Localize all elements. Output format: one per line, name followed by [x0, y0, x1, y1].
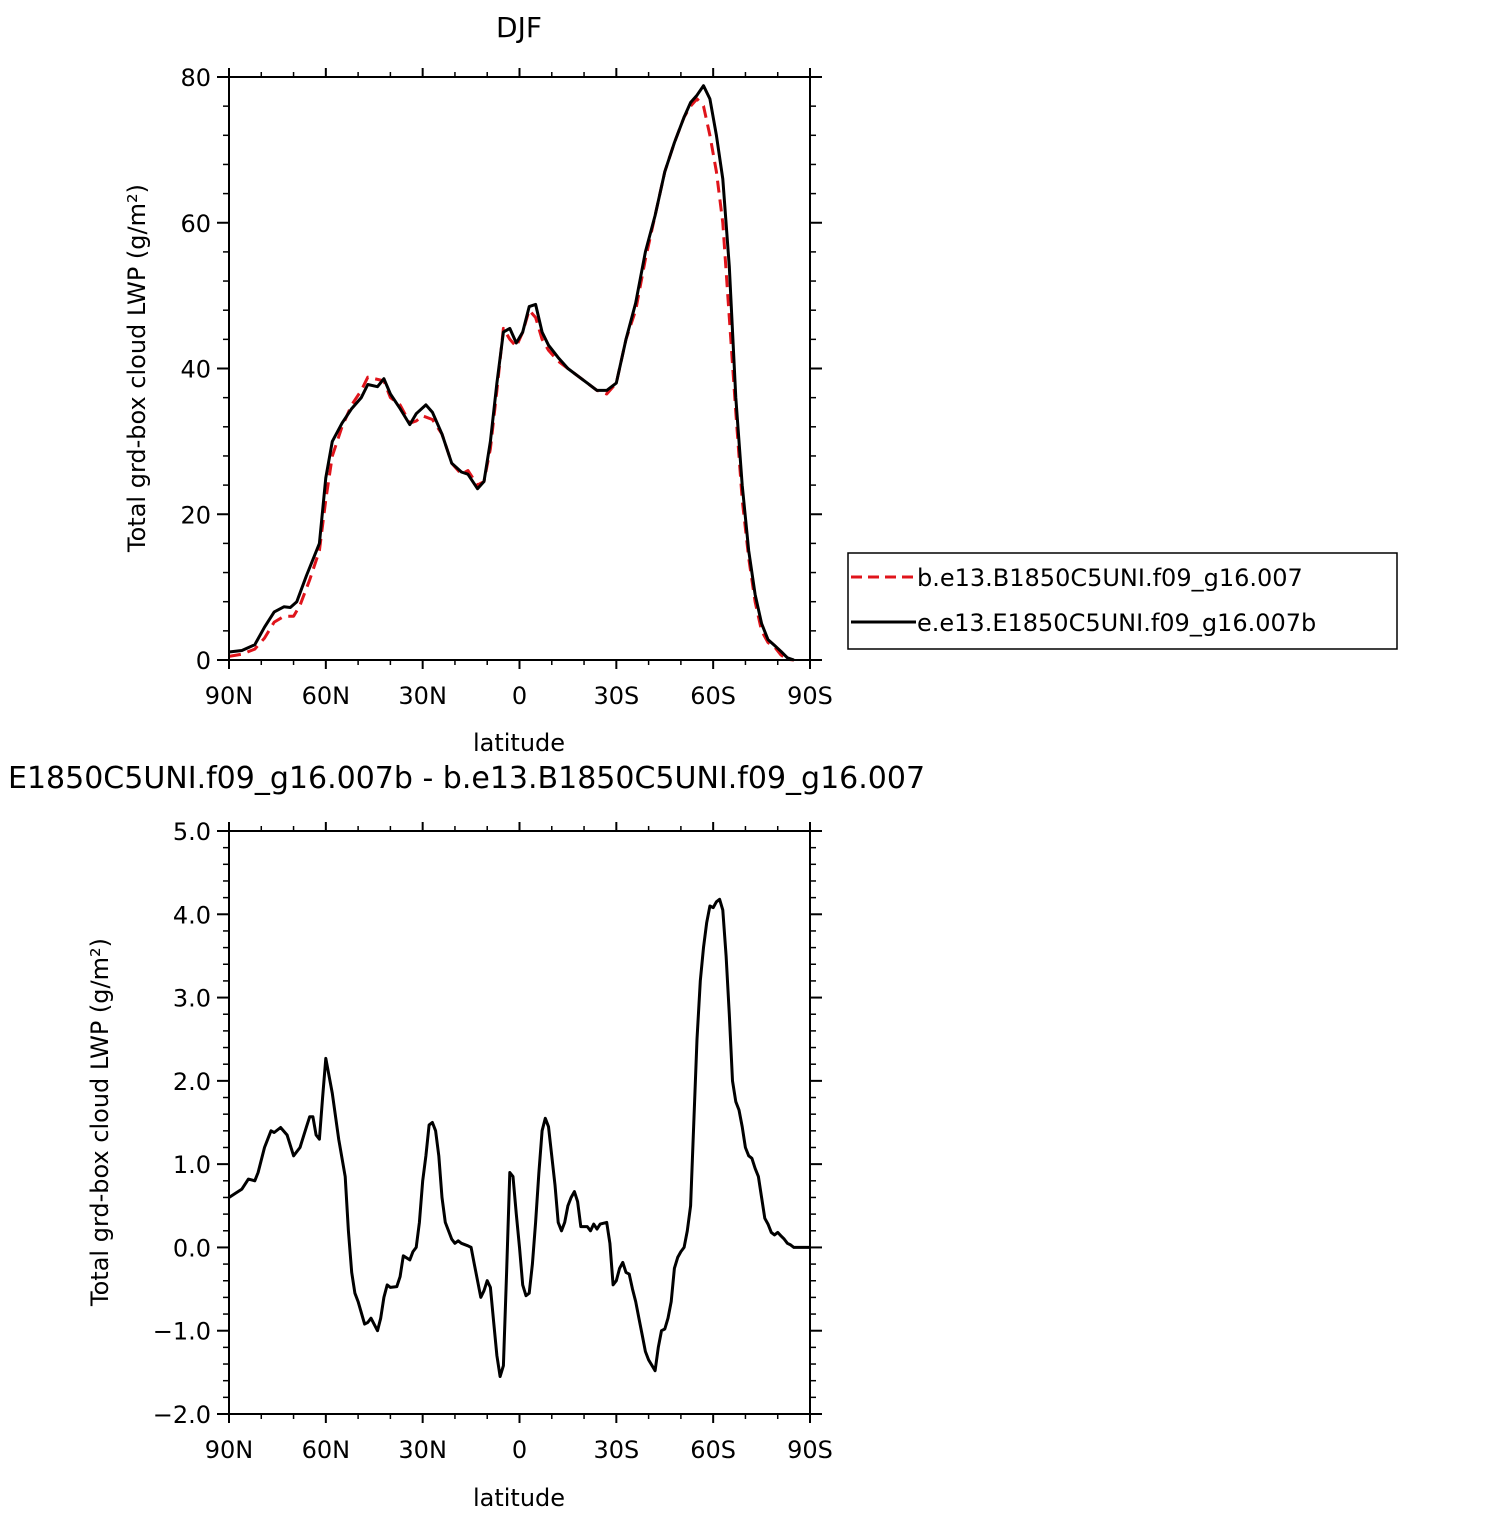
bottom-panel-title: E1850C5UNI.f09_g16.007b - b.e13.B1850C5U… [8, 761, 925, 796]
x-tick-label-1-2: 30N [398, 1436, 447, 1464]
x-tick-label-1-6: 90S [787, 1436, 833, 1464]
series-line-1-0 [228, 897, 810, 1378]
legend-label-e: e.e13.E1850C5UNI.f09_g16.007b [917, 609, 1316, 637]
y-tick-label-1-7: 5.0 [173, 818, 211, 846]
x-tick-label-1-1: 60N [302, 1436, 351, 1464]
series-line-0-1 [228, 84, 795, 662]
y-tick-label-0-0: 0 [196, 647, 211, 675]
y-tick-label-1-6: 4.0 [173, 901, 211, 929]
x-tick-label-0-0: 90N [205, 682, 254, 710]
top-y-axis-label: Total grd-box cloud LWP (g/m²) [123, 184, 151, 553]
top-panel-title: DJF [496, 11, 542, 44]
y-tick-label-1-3: 1.0 [173, 1151, 211, 1179]
y-tick-label-0-1: 20 [180, 501, 211, 529]
x-tick-label-0-4: 30S [593, 682, 639, 710]
top-panel: DJF 90N 60N 30N 0 30S 60S 90S 0 20 40 60 80 latitud… [123, 11, 1398, 757]
y-tick-label-1-0: −2.0 [153, 1401, 211, 1429]
bottom-panel: E1850C5UNI.f09_g16.007b - b.e13.B1850C5U… [8, 761, 925, 1512]
x-tick-label-0-5: 60S [690, 682, 736, 710]
y-tick-label-0-3: 60 [180, 210, 211, 238]
x-tick-label-1-0: 90N [205, 1436, 254, 1464]
x-tick-label-1-3: 0 [512, 1436, 527, 1464]
y-tick-label-1-2: 0.0 [173, 1234, 211, 1262]
y-tick-label-0-4: 80 [180, 64, 211, 92]
x-tick-label-1-5: 60S [690, 1436, 736, 1464]
bottom-x-axis-label: latitude [473, 1484, 565, 1512]
legend-label-b: b.e13.B1850C5UNI.f09_g16.007 [917, 564, 1303, 592]
y-tick-label-1-4: 2.0 [173, 1068, 211, 1096]
plot-frame-0 [228, 76, 811, 661]
legend-item-e: e.e13.E1850C5UNI.f09_g16.007b [851, 609, 1316, 637]
y-tick-label-1-1: −1.0 [153, 1318, 211, 1346]
y-tick-label-0-2: 40 [180, 356, 211, 384]
bottom-y-axis-label: Total grd-box cloud LWP (g/m²) [86, 938, 114, 1307]
x-tick-label-0-1: 60N [302, 682, 351, 710]
series-line-0-0 [228, 97, 795, 662]
x-tick-label-1-4: 30S [593, 1436, 639, 1464]
legend-item-b: b.e13.B1850C5UNI.f09_g16.007 [851, 564, 1303, 592]
x-tick-label-0-2: 30N [398, 682, 447, 710]
top-x-axis-label: latitude [473, 729, 565, 757]
legend: b.e13.B1850C5UNI.f09_g16.007 e.e13.E1850… [847, 552, 1398, 650]
y-tick-label-1-5: 3.0 [173, 985, 211, 1013]
bottom-plot-area: 90N 60N 30N 0 30S 60S 90S −2.0 −1.0 0.0 1.0 2.0 3.0 4… [153, 818, 833, 1464]
legend-box [847, 552, 1398, 650]
x-tick-label-0-6: 90S [787, 682, 833, 710]
x-tick-label-0-3: 0 [512, 682, 527, 710]
top-plot-area: 90N 60N 30N 0 30S 60S 90S 0 20 40 60 80 [180, 64, 832, 710]
